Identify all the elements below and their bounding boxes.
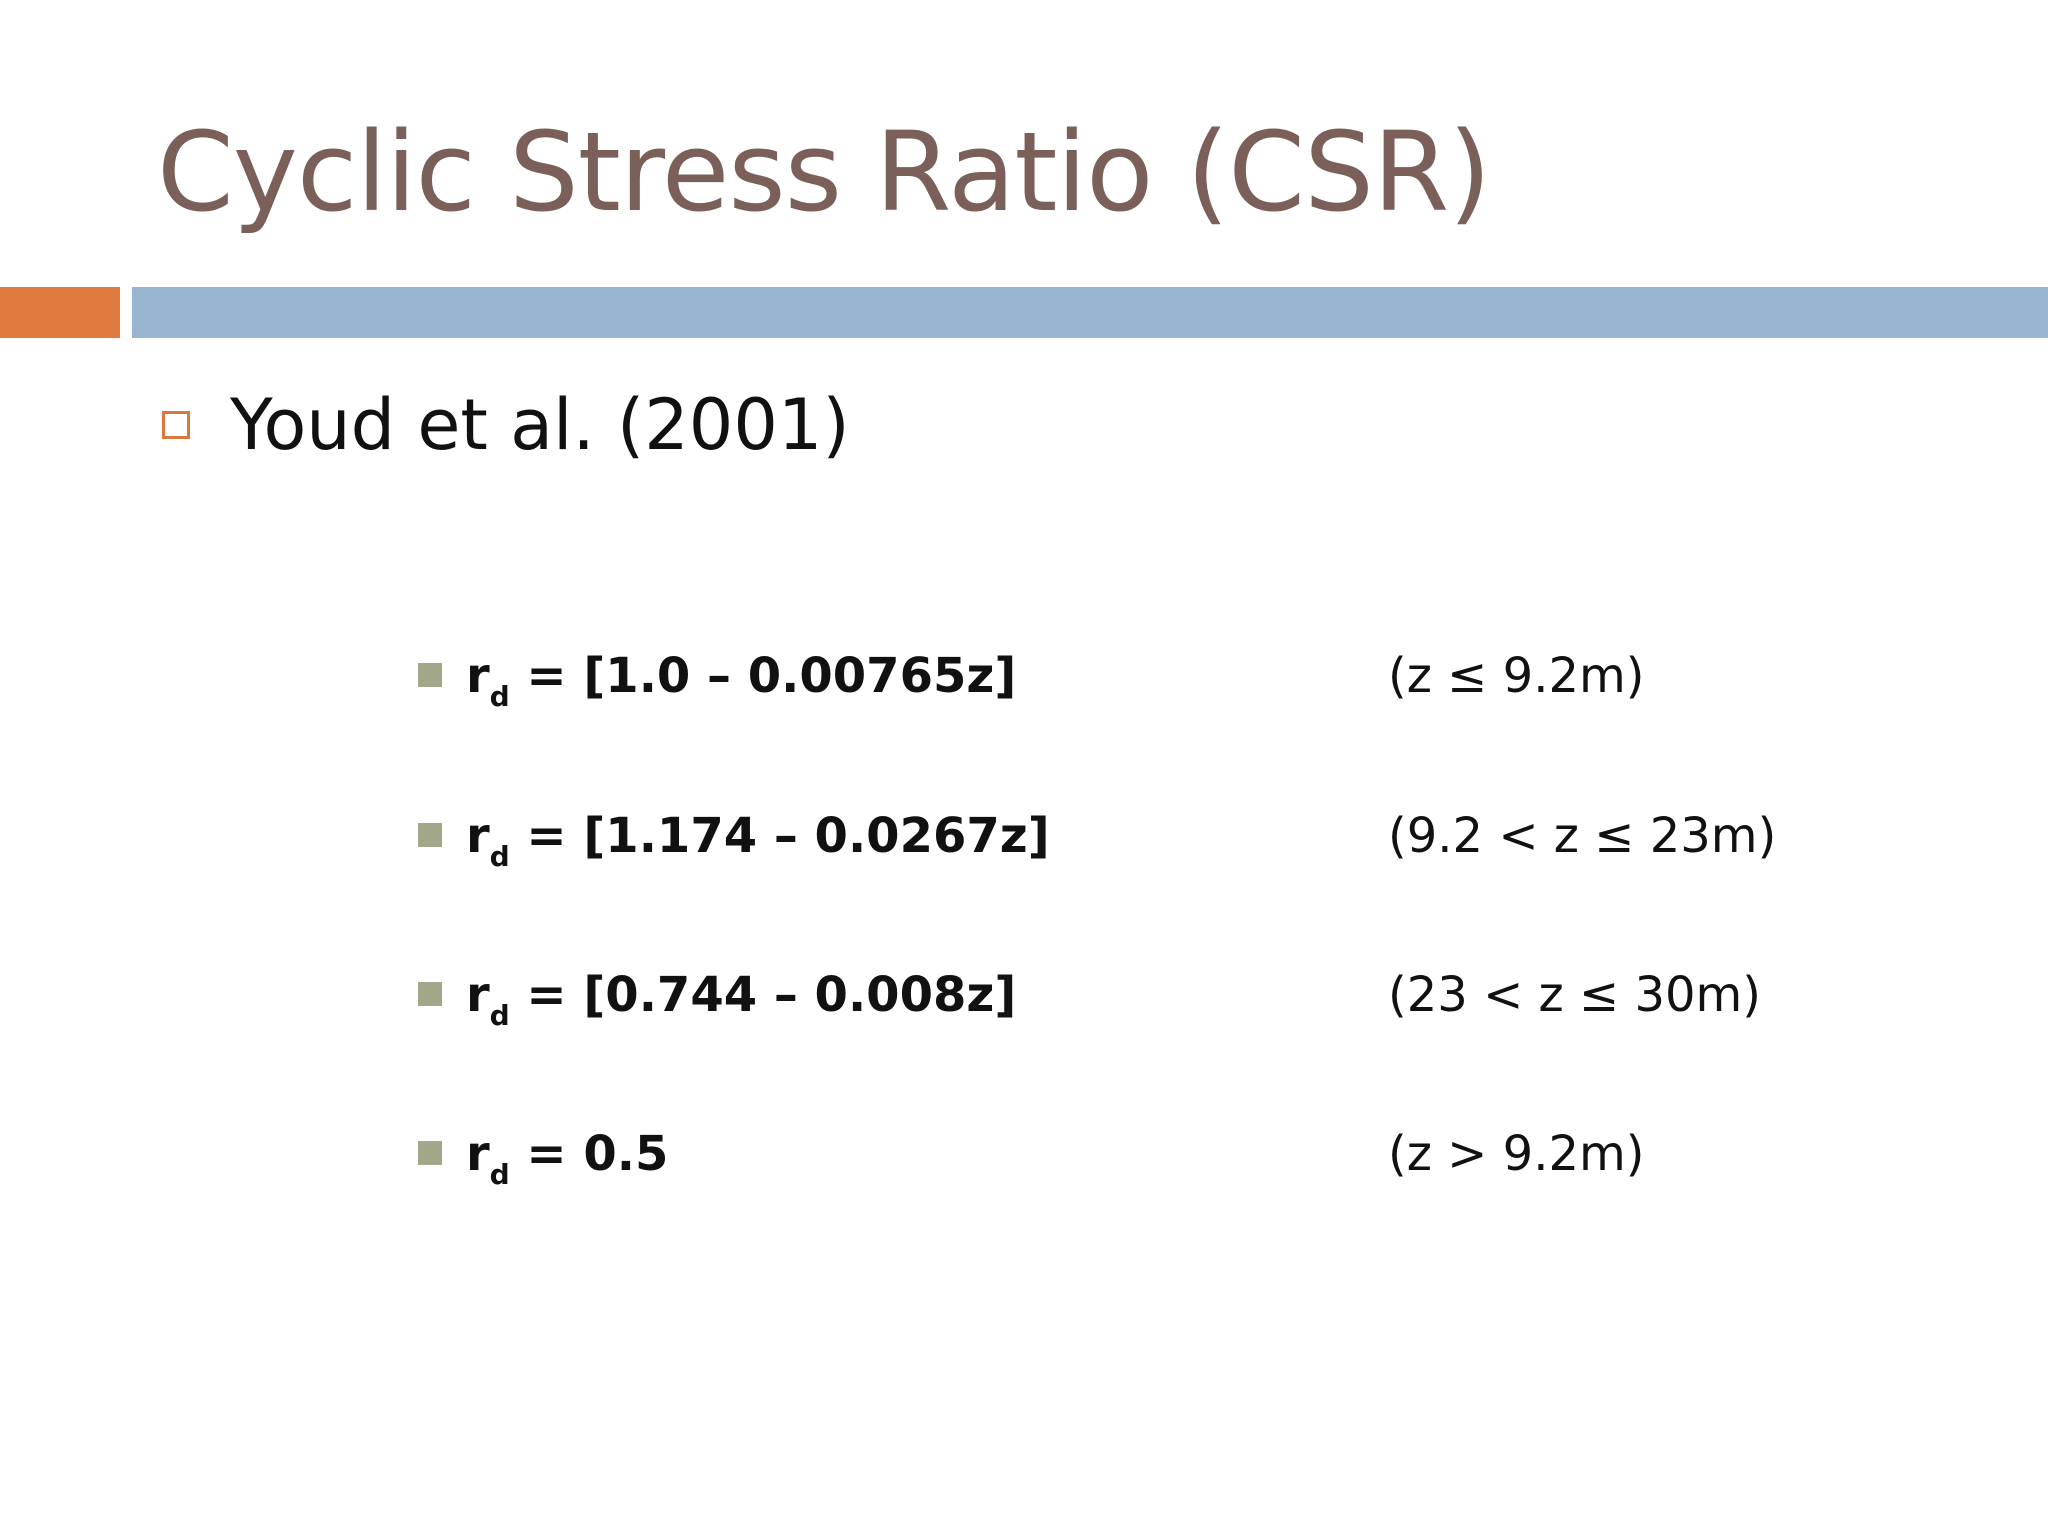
filled-square-bullet-icon [418,823,442,847]
formula-text: rd = [1.0 – 0.00765z] [466,641,1016,711]
formula-expression: = 0.5 [509,1126,669,1182]
formula-text: rd = [1.174 – 0.0267z] [466,801,1050,871]
formula-expression: = [1.174 – 0.0267z] [509,808,1050,864]
formula-variable: r [466,808,490,864]
formula-row: rd = [1.0 – 0.00765z] (z ≤ 9.2m) [418,641,1978,711]
formula-row: rd = [1.174 – 0.0267z] (9.2 < z ≤ 23m) [418,801,1978,871]
formula-variable: r [466,967,490,1023]
bullet-level1-text: Youd et al. (2001) [230,384,850,466]
filled-square-bullet-icon [418,1141,442,1165]
formula-subscript: d [489,1158,510,1191]
formula-row: rd = [0.744 – 0.008z] (23 < z ≤ 30m) [418,960,1978,1030]
hollow-square-bullet-icon [162,411,190,439]
bullet-level1: Youd et al. (2001) [162,380,850,470]
accent-bar-blue [132,287,2048,338]
formula-condition: (z > 9.2m) [1388,1126,1645,1182]
accent-bar-orange [0,287,120,338]
formula-expression: = [1.0 – 0.00765z] [509,648,1017,704]
formula-expression: = [0.744 – 0.008z] [509,967,1017,1023]
filled-square-bullet-icon [418,982,442,1006]
formula-text: rd = 0.5 [466,1119,668,1189]
formula-variable: r [466,1126,490,1182]
slide-title: Cyclic Stress Ratio (CSR) [157,108,1491,236]
formula-subscript: d [489,680,510,713]
formula-text: rd = [0.744 – 0.008z] [466,960,1016,1030]
formula-condition: (z ≤ 9.2m) [1388,648,1645,704]
formula-condition: (9.2 < z ≤ 23m) [1388,808,1777,864]
formula-condition: (23 < z ≤ 30m) [1388,967,1762,1023]
formula-variable: r [466,648,490,704]
formula-row: rd = 0.5 (z > 9.2m) [418,1119,1978,1189]
formula-subscript: d [489,999,510,1032]
formula-subscript: d [489,840,510,873]
filled-square-bullet-icon [418,663,442,687]
